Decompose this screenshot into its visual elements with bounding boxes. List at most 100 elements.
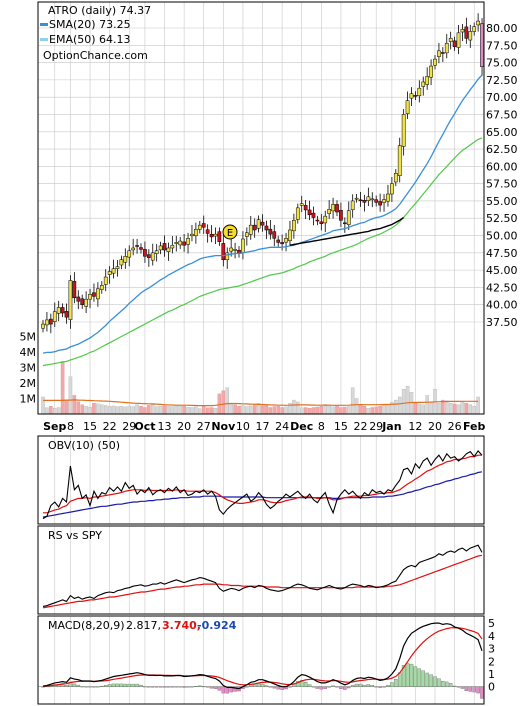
macd-title: MACD(8,20,9) [48, 619, 125, 632]
macd-histogram-bar [221, 686, 226, 694]
earnings-marker-icon [222, 224, 238, 240]
candle-body [111, 268, 116, 274]
macd-histogram-bar [111, 683, 116, 687]
candle-body [284, 238, 288, 243]
macd-histogram-bar [72, 683, 77, 687]
macd-histogram-bar [229, 686, 233, 693]
volume-bar [386, 404, 390, 415]
macd-histogram-bar [264, 685, 269, 687]
rs-title: RS vs SPY [48, 529, 102, 542]
macd-histogram-bar [233, 686, 237, 692]
volume-bar [323, 404, 327, 415]
volume-bar [315, 406, 320, 415]
candle-body [327, 208, 332, 214]
macd-tick-label: 1 [488, 668, 495, 681]
volume-bar [198, 408, 202, 415]
macd-histogram-bar [268, 686, 273, 688]
macd-histogram-bar [194, 686, 198, 687]
candle-body [362, 199, 367, 203]
volume-bar [45, 407, 49, 415]
macd-histogram-bar [201, 686, 206, 688]
volume-bar [339, 407, 343, 415]
macd-histogram-bar [260, 683, 265, 687]
macd-histogram-bar [151, 686, 155, 688]
candle-body [76, 296, 81, 302]
candle-body [331, 204, 335, 212]
volume-bar [452, 403, 457, 415]
macd-histogram-bar [452, 685, 457, 687]
candle-body [56, 307, 61, 314]
volume-bar [350, 387, 355, 415]
macd-histogram-bar [401, 665, 406, 687]
volume-bar [92, 402, 96, 415]
candle-body [370, 198, 375, 201]
macd-histogram-bar [41, 686, 45, 688]
volume-bar [362, 406, 367, 415]
macd-histogram-bar [131, 683, 135, 687]
volume-bar [166, 406, 171, 415]
volume-bar [115, 406, 120, 415]
macd-histogram-bar [190, 686, 194, 688]
volume-bar [151, 404, 155, 415]
candle-body [52, 311, 57, 322]
macd-histogram-bar [84, 686, 88, 688]
candle-body [241, 238, 245, 253]
volume-bar [119, 406, 124, 415]
macd-tick-label: 3 [488, 643, 495, 656]
volume-bar [154, 406, 159, 415]
volume-bar [190, 407, 194, 415]
volume-bar [205, 407, 210, 415]
x-tick-label: 8 [67, 420, 74, 433]
macd-histogram-bar [358, 683, 363, 687]
macd-histogram-bar [307, 684, 312, 687]
macd-tick-label: 2 [488, 655, 495, 668]
price-tick-label: 72.50 [486, 74, 518, 87]
candle-body [303, 205, 308, 211]
sma200-line [289, 216, 405, 246]
macd-histogram-bar [158, 686, 163, 688]
volume-bar [268, 407, 273, 415]
candle-body [335, 204, 339, 213]
volume-bar [464, 402, 469, 415]
macd-histogram-bar [386, 685, 390, 687]
candle-body [229, 247, 234, 252]
volume-bar [311, 407, 316, 415]
candle-body [244, 232, 249, 237]
macd-histogram-bar [100, 685, 104, 687]
candle-body [107, 271, 112, 275]
price-tick-label: 37.50 [486, 316, 518, 329]
volume-bar [72, 395, 77, 415]
macd-histogram-bar [390, 682, 394, 687]
macd-histogram-bar [441, 681, 445, 687]
macd-tick-label: 4 [488, 630, 495, 643]
candle-body [292, 220, 296, 232]
macd-histogram-bar [468, 686, 473, 692]
macd-line [42, 622, 483, 690]
obv-panel-frame [37, 435, 485, 525]
volume-bar [413, 402, 418, 415]
macd-histogram-bar [460, 686, 465, 689]
macd-signal-value: 3.740, [162, 619, 201, 632]
rs-panel-frame [37, 525, 485, 615]
volume-bar [343, 406, 347, 415]
x-tick-label: 17 [256, 420, 270, 433]
volume-average-line [43, 399, 479, 407]
candle-body [260, 221, 265, 226]
volume-bar [331, 406, 335, 415]
macd-histogram-bar [472, 686, 476, 693]
volume-bar [100, 404, 104, 415]
volume-bar [221, 390, 226, 415]
macd-histogram-bar [319, 686, 324, 690]
macd-histogram-bar [143, 686, 147, 688]
candle-body [393, 173, 398, 183]
volume-bar [327, 404, 331, 415]
macd-histogram-bar [347, 686, 351, 689]
volume-bar [374, 406, 378, 415]
x-tick-label: Jan [381, 420, 401, 433]
macd-histogram-bar [147, 686, 151, 688]
candle-body [217, 231, 222, 243]
candle-body [464, 26, 469, 39]
macd-histogram-bar [339, 686, 343, 689]
volume-bar [143, 407, 147, 415]
